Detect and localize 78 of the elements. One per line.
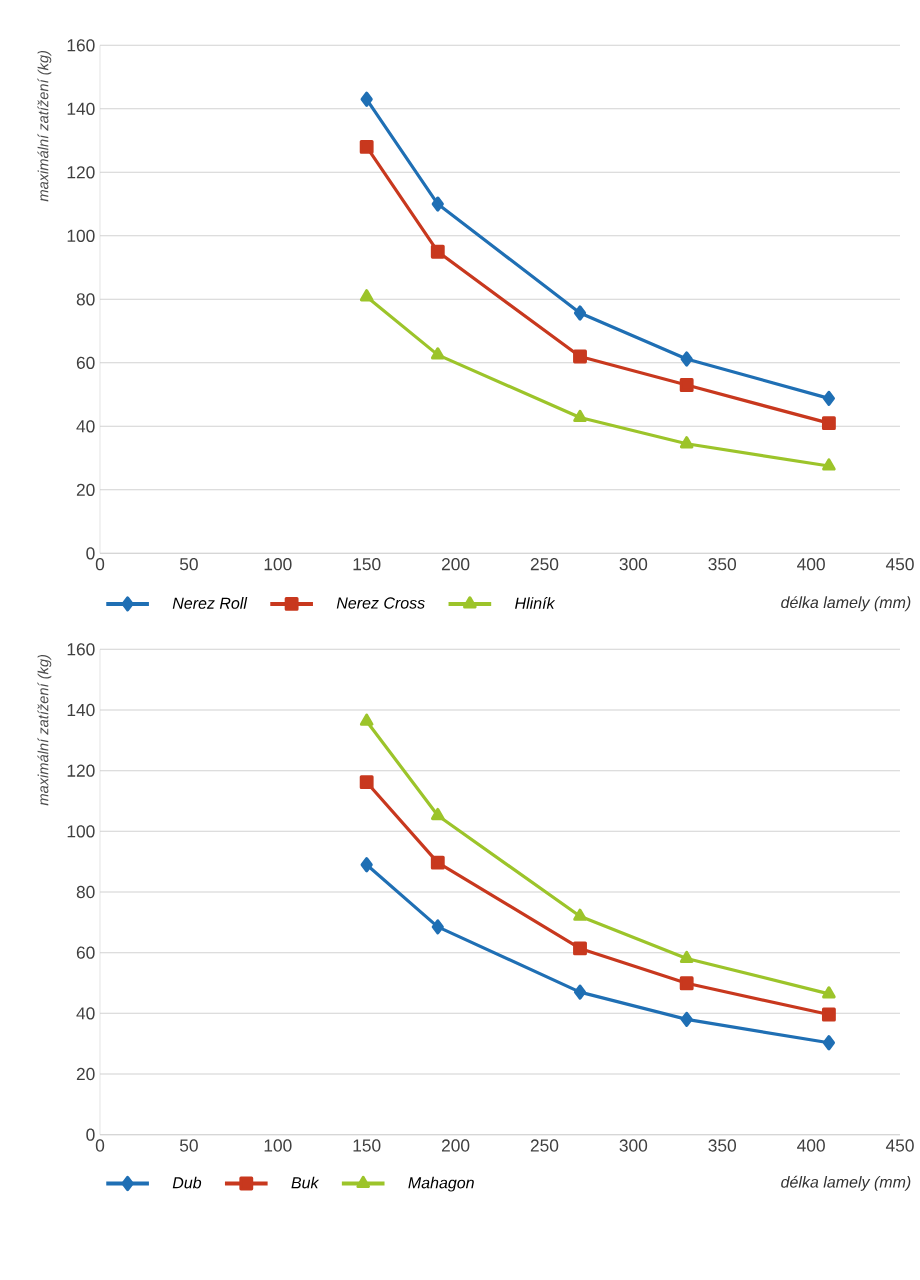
- y-tick-label: 40: [76, 420, 95, 433]
- point: [573, 305, 587, 321]
- point: [431, 919, 444, 935]
- point: [360, 857, 373, 873]
- point: [430, 807, 445, 821]
- point: [359, 289, 374, 302]
- point: [431, 196, 444, 212]
- x-axis-title: délka lamely (mm): [781, 1175, 911, 1191]
- point: [573, 908, 587, 921]
- point: [430, 244, 445, 259]
- point: [822, 390, 835, 406]
- point: [822, 986, 836, 999]
- y-tick-label: 40: [76, 1007, 95, 1020]
- y-tick-label: 0: [86, 1128, 95, 1141]
- y-tick-label: 0: [86, 547, 95, 560]
- x-tick-label: 100: [264, 1139, 292, 1152]
- x-tick-label: 300: [619, 558, 648, 571]
- point: [679, 976, 694, 991]
- y-tick-label: 120: [67, 764, 95, 777]
- x-tick-label: 400: [797, 558, 825, 571]
- x-tick-label: 450: [885, 558, 914, 571]
- point: [821, 1007, 836, 1022]
- legend-label: Buk: [291, 1176, 320, 1189]
- point: [821, 416, 836, 431]
- legend-label: Mahagon: [408, 1176, 474, 1192]
- point: [680, 1011, 693, 1027]
- x-tick-label: 50: [179, 1139, 198, 1152]
- x-axis-title: délka lamely (mm): [781, 596, 911, 612]
- point: [573, 349, 587, 364]
- y-axis-title: maximální zatížení (kg): [37, 654, 52, 806]
- x-tick-label: 400: [797, 1139, 825, 1152]
- x-tick-label: 150: [353, 1139, 381, 1152]
- legend-label: Hliník: [515, 597, 556, 609]
- point: [573, 941, 587, 956]
- point: [360, 91, 373, 107]
- y-tick-label: 140: [67, 703, 95, 717]
- point: [573, 409, 587, 423]
- point: [359, 775, 374, 790]
- x-tick-label: 0: [95, 558, 105, 571]
- legend-label: Nerez Roll: [172, 597, 248, 609]
- y-tick-label: 60: [76, 356, 95, 369]
- legend-label: Dub: [172, 1176, 202, 1189]
- x-tick-label: 200: [441, 558, 470, 571]
- y-tick-label: 80: [76, 293, 95, 306]
- y-tick-label: 20: [76, 483, 95, 496]
- y-tick-label: 160: [67, 643, 95, 656]
- y-tick-label: 80: [76, 885, 95, 899]
- x-tick-label: 450: [885, 1139, 914, 1152]
- point: [679, 436, 694, 449]
- point: [822, 458, 836, 471]
- point: [822, 1035, 835, 1051]
- y-tick-label: 60: [76, 946, 95, 959]
- legend-label: Nerez Cross: [336, 597, 425, 609]
- y-tick-label: 120: [67, 166, 95, 179]
- y-tick-label: 20: [76, 1067, 95, 1081]
- x-tick-label: 250: [530, 558, 559, 571]
- x-tick-label: 350: [708, 558, 737, 571]
- x-tick-label: 0: [95, 1139, 105, 1152]
- x-tick-label: 150: [353, 558, 381, 571]
- point: [359, 139, 374, 154]
- x-tick-label: 300: [619, 1139, 648, 1152]
- x-tick-label: 350: [708, 1139, 737, 1152]
- x-tick-label: 50: [179, 558, 198, 571]
- point: [573, 984, 587, 1000]
- x-tick-label: 200: [441, 1139, 470, 1152]
- x-tick-label: 100: [264, 558, 292, 571]
- y-axis-title: maximální zatížení (kg): [37, 50, 52, 202]
- y-tick-label: 100: [67, 825, 95, 838]
- y-tick-label: 140: [67, 102, 95, 115]
- y-tick-label: 160: [67, 39, 95, 52]
- point: [430, 347, 445, 360]
- point: [430, 855, 445, 870]
- x-tick-label: 250: [530, 1139, 559, 1152]
- y-tick-label: 100: [67, 229, 95, 242]
- point: [679, 950, 694, 964]
- point: [359, 713, 374, 726]
- point: [679, 378, 694, 392]
- point: [680, 351, 693, 367]
